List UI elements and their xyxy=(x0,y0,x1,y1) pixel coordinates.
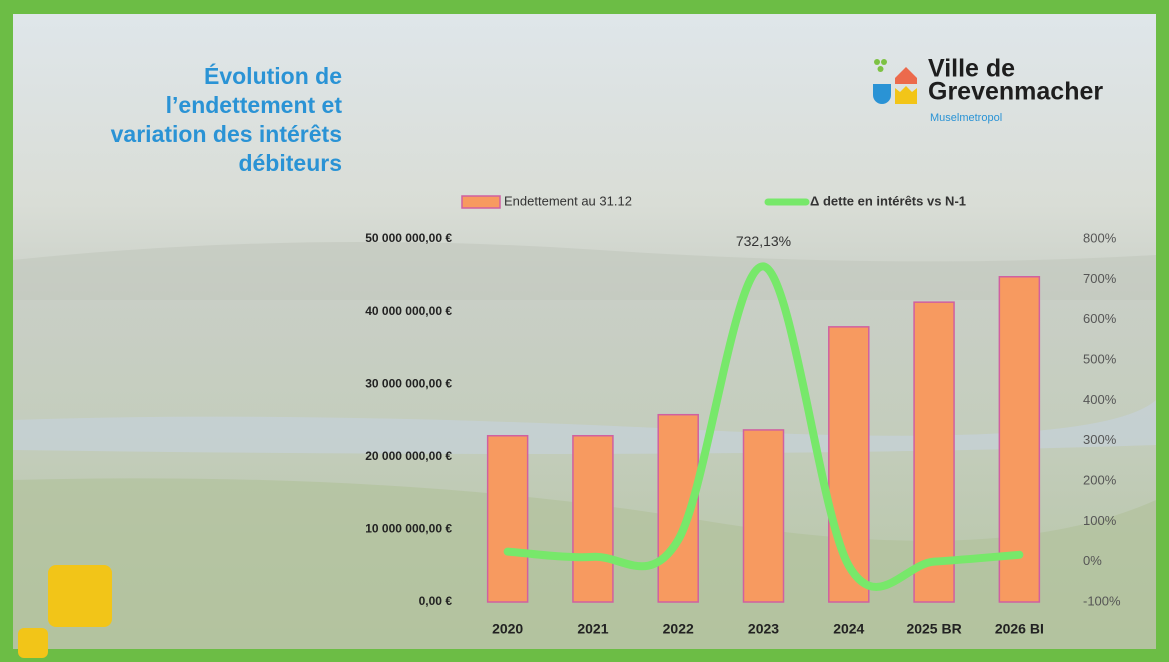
logo-name: Ville de xyxy=(928,55,1015,83)
bar xyxy=(913,301,955,603)
y2-tick-label: 500% xyxy=(1083,351,1117,366)
chart-title: Évolution de l’endettement et variation … xyxy=(110,63,342,176)
y2-tick-label: 700% xyxy=(1083,271,1117,286)
x-tick-label: 2024 xyxy=(833,621,864,637)
deco-square xyxy=(48,565,112,627)
line xyxy=(503,262,1024,591)
hills xyxy=(13,242,1156,300)
legend-label: Endettement au 31.12 xyxy=(504,193,632,208)
y-tick-label: 10 000 000,00 € xyxy=(365,522,452,536)
y-tick-label: 20 000 000,00 € xyxy=(365,449,452,463)
river xyxy=(13,400,1156,454)
y-tick-label: 30 000 000,00 € xyxy=(365,376,452,390)
x-tick-label: 2021 xyxy=(577,621,608,637)
y2-tick-label: 0% xyxy=(1083,553,1102,568)
y2-tick-label: 400% xyxy=(1083,392,1117,407)
y2-tick-label: -100% xyxy=(1083,593,1121,608)
logo-icon xyxy=(873,59,917,104)
x-tick-label: 2022 xyxy=(663,621,694,637)
y2-tick-label: 100% xyxy=(1083,513,1117,528)
bar xyxy=(828,326,870,603)
y2-tick-label: 800% xyxy=(1083,230,1117,245)
deco-square xyxy=(18,628,48,658)
bar xyxy=(998,276,1041,603)
legend-label: Δ dette en intérêts vs N-1 xyxy=(810,193,966,208)
y2-tick-label: 200% xyxy=(1083,472,1117,487)
logo-name: Grevenmacher xyxy=(928,78,1103,106)
x-tick-label: 2026 BI xyxy=(995,621,1044,637)
bar xyxy=(572,434,614,603)
y2-tick-label: 600% xyxy=(1083,311,1117,326)
y2-tick-label: 300% xyxy=(1083,432,1117,447)
x-tick-label: 2020 xyxy=(492,621,523,637)
x-tick-label: 2025 BR xyxy=(906,621,961,637)
logo-tagline: Muselmetropol xyxy=(930,112,1002,124)
bar xyxy=(742,429,785,603)
y-tick-label: 40 000 000,00 € xyxy=(365,304,452,318)
bar xyxy=(486,434,529,603)
data-label: 732,13% xyxy=(736,233,791,249)
y-tick-label: 50 000 000,00 € xyxy=(365,231,452,245)
x-tick-label: 2023 xyxy=(748,621,779,637)
legend-swatch xyxy=(461,195,501,209)
y-tick-label: 0,00 € xyxy=(419,594,453,608)
